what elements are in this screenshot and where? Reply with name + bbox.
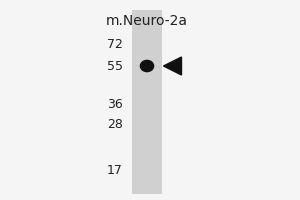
- Text: 36: 36: [107, 98, 123, 110]
- Bar: [132, 10, 162, 194]
- Polygon shape: [164, 57, 181, 75]
- Text: m.Neuro-2a: m.Neuro-2a: [106, 14, 188, 28]
- Text: 55: 55: [107, 60, 123, 72]
- Ellipse shape: [140, 60, 154, 72]
- Text: 72: 72: [107, 38, 123, 50]
- Text: 28: 28: [107, 117, 123, 130]
- Text: 17: 17: [107, 164, 123, 176]
